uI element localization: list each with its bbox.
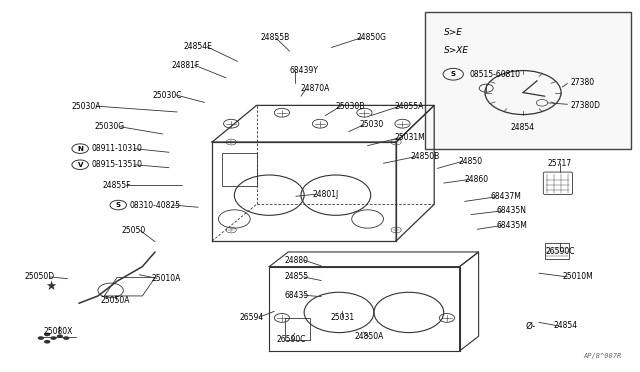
Text: 24801J: 24801J xyxy=(312,190,339,199)
Text: 68435: 68435 xyxy=(284,291,308,300)
Text: 27380: 27380 xyxy=(571,78,595,87)
Bar xyxy=(221,153,257,186)
Text: 25050D: 25050D xyxy=(25,272,55,281)
Text: 25050A: 25050A xyxy=(101,296,131,305)
Text: 25080X: 25080X xyxy=(44,327,74,336)
Text: 24860: 24860 xyxy=(465,175,489,184)
Text: 08515-60810: 08515-60810 xyxy=(469,70,520,79)
Text: 68435M: 68435M xyxy=(497,221,527,230)
Text: 24881F: 24881F xyxy=(172,61,200,70)
Text: 26590C: 26590C xyxy=(276,335,306,344)
Text: AP/8^007R: AP/8^007R xyxy=(583,353,621,359)
Bar xyxy=(545,243,570,259)
Text: 24850: 24850 xyxy=(458,157,483,166)
Text: S: S xyxy=(116,202,121,208)
Text: 27380D: 27380D xyxy=(571,101,600,110)
Text: S>XE: S>XE xyxy=(444,46,469,55)
Circle shape xyxy=(51,336,57,340)
Circle shape xyxy=(44,333,51,336)
Text: 24855: 24855 xyxy=(284,272,308,281)
Circle shape xyxy=(63,336,69,340)
Text: 24870A: 24870A xyxy=(301,84,330,93)
Text: 25717: 25717 xyxy=(548,159,572,168)
Text: 68439Y: 68439Y xyxy=(289,66,319,75)
Bar xyxy=(425,12,631,149)
Text: 24855A: 24855A xyxy=(395,102,424,110)
Text: 26594: 26594 xyxy=(240,313,264,322)
Text: V: V xyxy=(77,162,83,168)
Text: 25031: 25031 xyxy=(330,313,355,322)
Text: 24850A: 24850A xyxy=(355,333,384,341)
Text: 68437M: 68437M xyxy=(490,192,521,202)
Text: 24850G: 24850G xyxy=(356,33,387,42)
Circle shape xyxy=(44,340,51,344)
Text: 24854: 24854 xyxy=(554,321,578,330)
Text: 25030G: 25030G xyxy=(95,122,125,131)
Text: 25031M: 25031M xyxy=(395,133,426,142)
Text: 24850B: 24850B xyxy=(410,152,439,161)
Text: ★: ★ xyxy=(45,280,56,293)
Text: S>E: S>E xyxy=(444,28,463,36)
Text: 25010M: 25010M xyxy=(563,272,593,281)
Text: 26590C: 26590C xyxy=(545,247,575,256)
Circle shape xyxy=(57,334,63,338)
Circle shape xyxy=(38,336,44,340)
Text: 25050: 25050 xyxy=(121,226,145,235)
Text: 24880: 24880 xyxy=(285,256,308,264)
Text: 25030C: 25030C xyxy=(152,91,182,100)
Text: 25030B: 25030B xyxy=(336,102,365,110)
Text: 08915-13510: 08915-13510 xyxy=(92,160,143,169)
Text: 08911-10310: 08911-10310 xyxy=(92,144,143,153)
Text: 68435N: 68435N xyxy=(497,206,526,215)
Text: Ø-: Ø- xyxy=(525,321,536,330)
Text: 24855B: 24855B xyxy=(261,33,290,42)
Text: 25010A: 25010A xyxy=(152,274,181,283)
Text: N: N xyxy=(77,145,83,152)
Text: 08310-40825: 08310-40825 xyxy=(130,201,180,209)
Text: S: S xyxy=(451,71,456,77)
Text: 25030: 25030 xyxy=(359,120,383,129)
Text: 24854: 24854 xyxy=(511,123,535,132)
Text: 24855F: 24855F xyxy=(102,181,131,190)
Text: 24854E: 24854E xyxy=(183,42,212,51)
Bar xyxy=(285,318,310,340)
Text: 25030A: 25030A xyxy=(72,102,101,110)
